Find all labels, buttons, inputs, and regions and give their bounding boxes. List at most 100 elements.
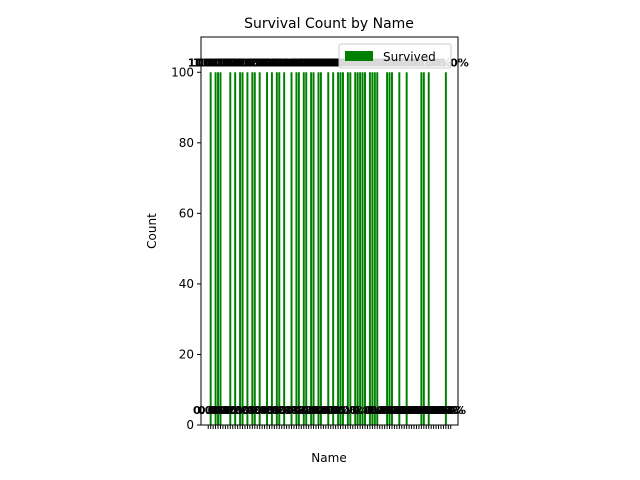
bar-data-label: 0.0% (401, 404, 432, 417)
bar (391, 72, 393, 426)
bar-data-label: 0.0% (396, 404, 427, 417)
bar-data-label: 0.0% (389, 404, 420, 417)
bar-data-label: 0.0% (274, 404, 305, 417)
bar (346, 72, 349, 426)
bar (239, 72, 242, 426)
y-tick-label: 60 (179, 206, 194, 220)
legend-swatch (345, 51, 373, 61)
bar-data-label: 0.0% (411, 404, 442, 417)
bar (295, 72, 298, 426)
bar-data-label: 0.0% (249, 404, 280, 417)
bar-data-label: 0.0% (330, 404, 361, 417)
legend: Survived (338, 43, 452, 69)
bar-data-label: 0.0% (416, 404, 447, 417)
bar-data-label: 100.0% (225, 56, 271, 69)
y-tick-label: 100 (171, 65, 194, 79)
bar-data-label: 100.0% (298, 56, 344, 69)
bar (246, 72, 249, 426)
bar-data-label: 0.0% (436, 404, 467, 417)
bar (283, 72, 286, 426)
bar (258, 72, 261, 426)
bar (386, 72, 389, 426)
bar (310, 72, 313, 426)
bar (368, 72, 371, 426)
bar-data-label: 0.0% (418, 404, 449, 417)
bar-data-label: 0.0% (338, 404, 369, 417)
bar-data-label: 100.0% (217, 56, 263, 69)
bar (290, 72, 293, 426)
bar-data-label: 0.0% (235, 404, 266, 417)
bar-data-label: 100.0% (276, 56, 322, 69)
bar (349, 72, 352, 426)
bar (371, 72, 374, 426)
bar (420, 72, 423, 426)
bar-data-label: 0.0% (404, 404, 435, 417)
bar-data-label: 100.0% (237, 56, 283, 69)
bar (332, 72, 335, 426)
bar-data-label: 0.0% (210, 404, 241, 417)
bar-data-label: 100.0% (220, 56, 266, 69)
bar-data-label: 100.0% (229, 56, 275, 69)
bar (312, 72, 315, 426)
bar (275, 72, 278, 426)
bar (319, 72, 322, 426)
bar-data-label: 0.0% (230, 404, 261, 417)
bar-data-label: 0.0% (433, 404, 464, 417)
bar-data-label: 100.0% (256, 56, 302, 69)
y-tick-label: 20 (179, 347, 194, 361)
bar (297, 72, 300, 426)
bar-data-label: 0.0% (213, 404, 244, 417)
bar (305, 72, 308, 426)
bar-data-label: 100.0% (198, 56, 244, 69)
bar (317, 72, 320, 426)
plot-frame (200, 36, 459, 426)
y-axis: 0 20 40 60 80 100 (171, 65, 201, 432)
bar (388, 72, 391, 426)
bar-data-label: 0.0% (367, 404, 398, 417)
bar-data-label: 100.0% (232, 56, 278, 69)
bar-data-label: 0.0% (352, 404, 383, 417)
bar-data-label: 0.0% (364, 404, 395, 417)
bar (376, 72, 379, 426)
bar (219, 72, 222, 426)
bar (444, 72, 447, 426)
bar-data-label: 100.0% (207, 56, 253, 69)
bar (364, 72, 366, 426)
bar-data-label: 0.0% (423, 404, 454, 417)
bar (405, 72, 408, 426)
bar-data-label: 0.0% (399, 404, 430, 417)
bar (339, 72, 342, 426)
bar-data-label: 100.0% (274, 56, 320, 69)
bar-data-label: 0.0% (426, 404, 457, 417)
bar-data-label: 0.0% (279, 404, 310, 417)
x-axis-label: Name (311, 451, 346, 465)
bar-data-label: 100.0% (212, 56, 258, 69)
chart-title: Survival Count by Name (244, 16, 414, 32)
bar-data-label: 0.0% (266, 404, 297, 417)
y-tick-label: 40 (179, 277, 194, 291)
bar (209, 72, 212, 426)
bar (241, 72, 244, 426)
bar (214, 72, 217, 426)
zero-labels-layer: 0.0%0.0%0.0%0.0%0.0%0.0%0.0%0.0%0.0%0.0%… (193, 404, 466, 417)
bar-data-label: 100.0% (195, 56, 241, 69)
bar-data-label: 0.0% (315, 404, 346, 417)
bar-data-label: 0.0% (242, 404, 273, 417)
bar-data-label: 0.0% (222, 404, 253, 417)
bar-data-label: 0.0% (217, 404, 248, 417)
y-tick-label: 0 (186, 418, 194, 432)
bar (278, 72, 281, 426)
bar-data-label: 0.0% (208, 404, 239, 417)
bar-data-label: 100.0% (193, 56, 239, 69)
bar (217, 72, 220, 426)
bar-data-label: 100.0% (249, 56, 295, 69)
bar-data-label: 0.0% (271, 404, 302, 417)
bar-data-label: 100.0% (296, 56, 342, 69)
bar-data-label: 100.0% (281, 56, 327, 69)
bar-data-label: 0.0% (247, 404, 278, 417)
bar-data-label: 0.0% (301, 404, 332, 417)
bar-data-label: 0.0% (428, 404, 459, 417)
bar-data-label: 0.0% (387, 404, 418, 417)
bar (234, 72, 237, 426)
